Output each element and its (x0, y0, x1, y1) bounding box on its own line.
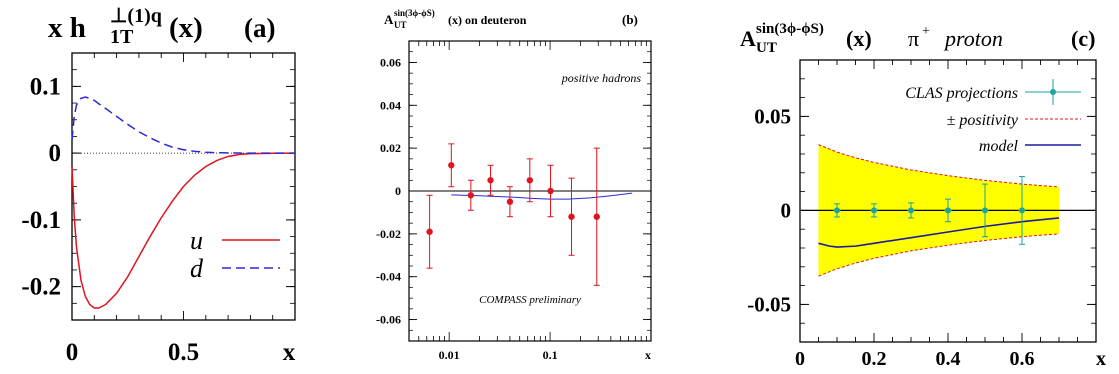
title-pion-symbol: π (908, 26, 919, 51)
title-main: A (384, 12, 394, 27)
title-sub: 1T (110, 26, 134, 48)
data-point (1019, 207, 1025, 214)
x-axis-label: x (645, 348, 651, 362)
title-arg: (x) (169, 12, 203, 44)
title-main: A (740, 26, 756, 51)
annotation-positive-hadrons: positive hadrons (561, 71, 642, 85)
x-axis-label: x (283, 339, 296, 366)
panel-b: -0.06 -0.04 -0.02 0 0.02 0.04 0.06 0.01 0.1 x posi… (376, 8, 652, 362)
annotation-compass-preliminary: COMPASS preliminary (479, 294, 581, 306)
y-tick-label: -0.04 (376, 270, 401, 284)
series-line-u (71, 152, 296, 309)
panel-label: (a) (244, 13, 275, 43)
data-point (487, 177, 494, 184)
y-tick-label: -0.02 (376, 227, 401, 241)
x-axis-label: x (1096, 348, 1106, 370)
title-arg: (x) on deuteron (448, 13, 527, 27)
data-point (871, 207, 877, 214)
x-tick-label: 0.01 (439, 348, 460, 362)
data-point (426, 228, 433, 235)
data-point (593, 213, 600, 220)
series-line-d (71, 96, 295, 154)
data-point (547, 187, 554, 195)
panel-label: (b) (622, 12, 638, 27)
y-tick-label: -0.1 (21, 207, 61, 234)
x-tick-label: 0 (795, 348, 805, 370)
title-sub: UT (756, 40, 777, 56)
title-sup: sin(3ϕ-ϕS) (756, 21, 824, 37)
legend-label-clas: CLAS projections (905, 85, 1018, 102)
x-tick-label: 0 (66, 339, 79, 366)
title-arg: (x) (846, 26, 872, 51)
data-point (834, 207, 840, 214)
legend-label-positivity: ± positivity (947, 112, 1019, 129)
y-tick-label: 0 (49, 140, 62, 167)
x-tick-label: 0.1 (543, 348, 558, 362)
data-point (526, 177, 534, 184)
positivity-upper-bound (818, 144, 1060, 188)
y-tick-label: -0.06 (376, 313, 401, 327)
data-point (467, 192, 475, 199)
data-point (908, 207, 914, 214)
data-point (982, 207, 988, 214)
y-tick-label: -0.2 (21, 274, 61, 301)
title-sub: UT (394, 20, 407, 30)
y-tick-label: 0.02 (380, 141, 401, 155)
y-tick-label: 0.05 (754, 104, 791, 128)
title-pion-charge: + (922, 24, 930, 39)
title-target: proton (943, 26, 1003, 51)
y-tick-label: 0 (395, 184, 401, 198)
y-tick-label: -0.05 (747, 292, 791, 316)
legend-label-model: model (979, 138, 1019, 155)
y-tick-label: 0.06 (380, 55, 401, 69)
data-point (945, 207, 951, 214)
title-sup: ⊥(1)q (110, 5, 162, 27)
x-tick-label: 0.5 (168, 339, 199, 366)
data-point (448, 162, 455, 169)
title-sup: sin(3ϕ-ϕS) (394, 8, 435, 18)
legend-label-d: d (190, 254, 204, 283)
y-tick-label: 0 (781, 198, 792, 222)
x-tick-label: 0.4 (936, 348, 961, 370)
positivity-lower-bound (818, 233, 1060, 277)
legend-swatch-clas-point (1050, 89, 1056, 95)
x-tick-label: 0.6 (1010, 348, 1035, 370)
panel-c: -0.05 0 0.05 0 0.2 0.4 0.6 x CLAS projections ± p… (740, 21, 1106, 370)
x-tick-label: 0.2 (862, 348, 887, 370)
data-point (506, 198, 514, 205)
legend-label-u: u (190, 226, 203, 255)
y-tick-label: 0.04 (380, 98, 401, 112)
data-point (568, 213, 575, 220)
model-curve (451, 192, 633, 200)
title-main: x h (48, 12, 86, 44)
panel-a: -0.2 -0.1 0 0.1 0 0.5 x ud x h ⊥(1)q1T (x) (a) (21, 5, 295, 366)
y-tick-label: 0.1 (30, 73, 61, 100)
panel-label: (c) (1071, 26, 1095, 51)
model-curve (818, 217, 1060, 248)
